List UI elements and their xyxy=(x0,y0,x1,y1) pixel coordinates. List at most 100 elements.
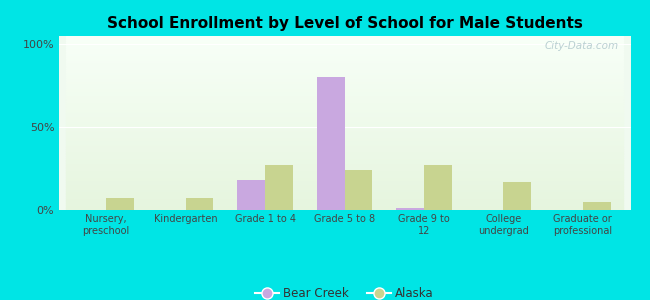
Bar xyxy=(66,64,623,66)
Bar xyxy=(66,83,623,85)
Bar xyxy=(66,76,623,78)
Bar xyxy=(237,180,265,210)
Bar xyxy=(66,53,623,55)
Bar xyxy=(396,208,424,210)
Bar xyxy=(66,140,623,142)
Bar xyxy=(66,80,623,81)
Bar xyxy=(66,74,623,76)
Bar xyxy=(66,112,623,114)
Bar xyxy=(265,165,293,210)
Bar xyxy=(66,188,623,189)
Bar xyxy=(66,116,623,118)
Bar xyxy=(66,132,623,134)
Bar xyxy=(66,125,623,127)
Bar xyxy=(66,97,623,99)
Bar xyxy=(583,202,610,210)
Bar xyxy=(66,184,623,186)
Bar xyxy=(106,198,134,210)
Bar xyxy=(66,57,623,58)
Bar xyxy=(66,55,623,57)
Bar xyxy=(66,81,623,83)
Bar xyxy=(66,106,623,107)
Text: City-Data.com: City-Data.com xyxy=(545,41,619,51)
Bar xyxy=(66,100,623,102)
Bar xyxy=(66,40,623,41)
Bar xyxy=(66,90,623,92)
Bar xyxy=(66,36,623,38)
Bar xyxy=(66,111,623,112)
Bar xyxy=(66,177,623,179)
Bar xyxy=(66,147,623,149)
Bar xyxy=(66,66,623,67)
Bar xyxy=(66,118,623,119)
Title: School Enrollment by Level of School for Male Students: School Enrollment by Level of School for… xyxy=(107,16,582,31)
Bar xyxy=(66,114,623,116)
Bar xyxy=(66,173,623,175)
Bar xyxy=(66,189,623,191)
Bar xyxy=(66,88,623,90)
Legend: Bear Creek, Alaska: Bear Creek, Alaska xyxy=(250,283,439,300)
Bar xyxy=(66,99,623,100)
Bar xyxy=(66,134,623,135)
Bar xyxy=(66,191,623,193)
Bar xyxy=(66,161,623,163)
Bar xyxy=(66,186,623,188)
Bar xyxy=(424,165,452,210)
Bar xyxy=(66,142,623,144)
Bar xyxy=(66,160,623,161)
Bar xyxy=(66,86,623,88)
Bar xyxy=(66,137,623,139)
Bar xyxy=(66,200,623,201)
Bar xyxy=(66,179,623,180)
Bar xyxy=(66,163,623,165)
Bar xyxy=(66,151,623,153)
Bar xyxy=(66,67,623,69)
Bar xyxy=(66,50,623,52)
Bar xyxy=(66,203,623,205)
Bar xyxy=(66,144,623,146)
Bar xyxy=(503,182,531,210)
Bar xyxy=(66,73,623,74)
Bar xyxy=(66,38,623,40)
Bar xyxy=(344,170,372,210)
Bar xyxy=(66,170,623,172)
Bar xyxy=(66,85,623,86)
Bar xyxy=(66,149,623,151)
Bar xyxy=(66,130,623,132)
Bar xyxy=(66,146,623,147)
Bar xyxy=(66,156,623,158)
Bar xyxy=(66,205,623,206)
Bar xyxy=(66,121,623,123)
Bar xyxy=(66,41,623,43)
Bar xyxy=(66,135,623,137)
Bar xyxy=(66,180,623,182)
Bar xyxy=(66,194,623,196)
Bar xyxy=(66,78,623,80)
Bar xyxy=(66,95,623,97)
Bar xyxy=(66,158,623,160)
Bar xyxy=(186,198,213,210)
Bar xyxy=(66,109,623,111)
Bar xyxy=(66,62,623,64)
Bar xyxy=(66,175,623,177)
Bar xyxy=(66,107,623,109)
Bar xyxy=(66,43,623,45)
Bar xyxy=(66,196,623,198)
Bar xyxy=(66,168,623,170)
Bar xyxy=(66,46,623,48)
Bar xyxy=(66,206,623,208)
Bar xyxy=(66,60,623,62)
Bar xyxy=(66,119,623,121)
Bar xyxy=(66,154,623,156)
Bar xyxy=(66,201,623,203)
Bar xyxy=(66,182,623,184)
Bar xyxy=(66,153,623,154)
Bar xyxy=(66,172,623,173)
Bar xyxy=(66,45,623,46)
Bar xyxy=(66,93,623,95)
Bar xyxy=(66,139,623,140)
Bar xyxy=(66,127,623,128)
Bar xyxy=(66,71,623,73)
Bar xyxy=(66,198,623,200)
Bar xyxy=(66,52,623,53)
